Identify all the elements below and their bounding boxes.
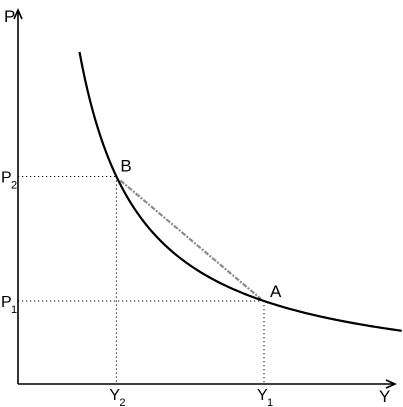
y-tick-subscript: 2 [11,180,17,192]
x-tick-main: Y [109,387,120,404]
chord-layer [119,179,262,300]
x-axis-arrow [385,379,397,389]
point-label-a: A [270,282,282,301]
chord-line [119,179,262,300]
x-tick-subscript: 2 [119,397,125,407]
labels-layer: PYADBAP2P1Y2Y1 [1,7,390,407]
axes-layer [13,8,397,389]
x-tick-main: Y [257,387,268,404]
y-tick-main: P [1,294,12,311]
x-axis-label: Y [379,387,390,406]
y-axis-label: P [4,7,15,26]
point-label-b: B [120,157,131,176]
y-tick-main: P [1,170,12,187]
x-tick-subscript: 1 [267,397,273,407]
curve-layer [78,51,402,332]
guide-lines [18,176,265,384]
y-axis-arrow [13,8,23,20]
y-tick-subscript: 1 [11,304,17,316]
ad-curve [78,51,402,332]
